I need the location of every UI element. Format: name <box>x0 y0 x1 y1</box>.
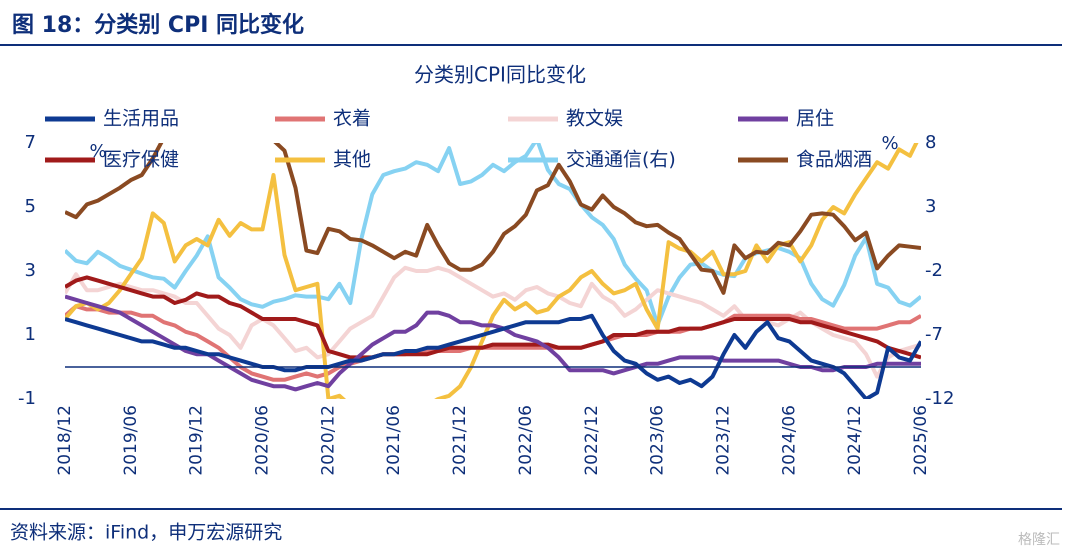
x-tick-label: 2023/12 <box>713 405 733 476</box>
chart-title: 分类别CPI同比变化 <box>414 63 586 87</box>
x-tick-label: 2021/06 <box>384 405 404 476</box>
y2-tick-label: 3 <box>925 196 936 217</box>
x-tick-label: 2022/06 <box>516 405 536 476</box>
series-line <box>65 313 921 399</box>
series-line <box>65 304 921 382</box>
legend-label: 居住 <box>796 108 834 130</box>
legend-label: 交通通信(右) <box>566 149 676 171</box>
legend-label: 其他 <box>333 149 371 171</box>
y2-unit: % <box>881 133 898 154</box>
y2-tick-label: -12 <box>925 388 954 409</box>
watermark: 格隆汇 <box>1018 532 1060 548</box>
plot-area <box>65 143 921 399</box>
legend-label: 生活用品 <box>103 108 179 130</box>
series-line <box>65 143 919 399</box>
y2-tick-label: -2 <box>925 260 943 281</box>
x-tick-label: 2020/12 <box>318 405 338 476</box>
legend-label: 教文娱 <box>566 108 623 130</box>
y-unit: % <box>89 141 106 162</box>
y-tick-label: 3 <box>25 260 36 281</box>
y2-tick-label: -7 <box>925 324 943 345</box>
x-tick-label: 2020/06 <box>253 405 273 476</box>
source: 资料来源：iFind，申万宏源研究 <box>10 522 282 544</box>
y2-tick-label: 8 <box>925 132 936 153</box>
series-line <box>65 265 921 379</box>
series-line <box>65 275 921 360</box>
x-tick-label: 2025/06 <box>911 405 931 476</box>
y-tick-label: 1 <box>25 324 36 345</box>
x-tick-label: 2024/06 <box>779 405 799 476</box>
y-tick-label: 7 <box>25 132 36 153</box>
legend-label: 衣着 <box>333 108 371 130</box>
y-tick-label: -1 <box>18 388 36 409</box>
x-tick-label: 2024/12 <box>845 405 865 476</box>
x-tick-label: 2023/06 <box>648 405 668 476</box>
x-tick-label: 2019/06 <box>121 405 141 476</box>
series-line <box>65 143 921 295</box>
legend-label: 食品烟酒 <box>796 149 872 171</box>
x-tick-label: 2019/12 <box>187 405 207 476</box>
x-tick-label: 2021/12 <box>450 405 470 476</box>
x-tick-label: 2022/12 <box>582 405 602 476</box>
legend-label: 医疗保健 <box>103 149 179 171</box>
x-tick-label: 2018/12 <box>55 405 75 476</box>
figure-title: 图 18：分类别 CPI 同比变化 <box>12 12 304 38</box>
y-tick-label: 5 <box>25 196 36 217</box>
